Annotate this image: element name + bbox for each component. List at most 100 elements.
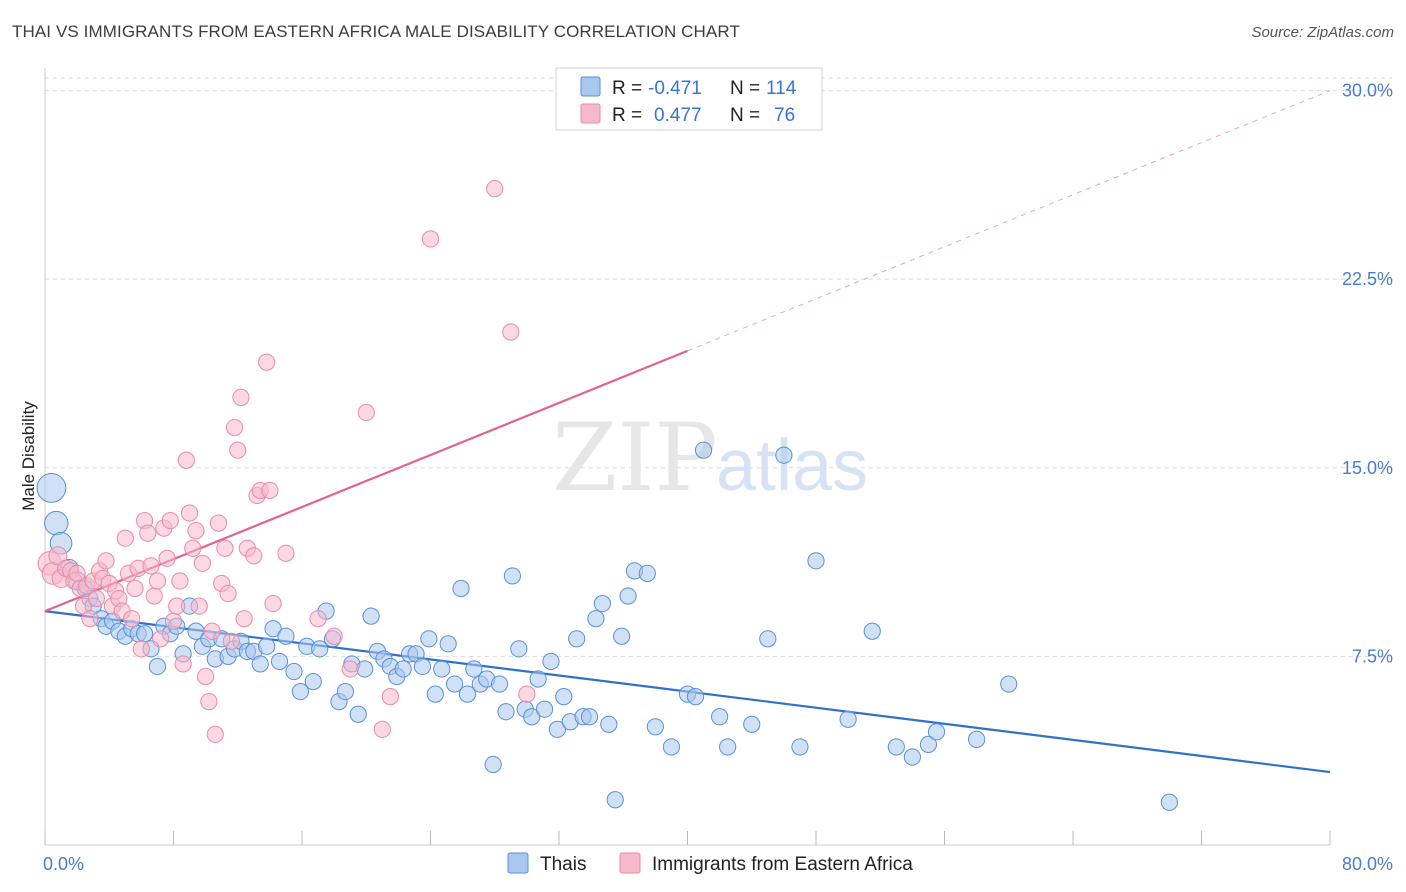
immigrants-point-33: [152, 630, 170, 648]
legend-r-value-0: -0.471: [648, 78, 702, 99]
immigrants-point-68: [309, 610, 327, 628]
thais-point-80: [555, 688, 573, 706]
immigrants-point-46: [193, 554, 212, 572]
immigrants-point-27: [132, 640, 150, 658]
immigrants-point-16: [97, 552, 115, 570]
thais-point-108: [903, 748, 921, 766]
thais-point-105: [839, 710, 857, 728]
legend-label-immigrants: Immigrants from Eastern Africa: [652, 854, 913, 875]
immigrants-point-74: [421, 230, 440, 248]
immigrants-point-61: [245, 547, 263, 565]
thais-point-97: [694, 441, 713, 459]
thais-point-113: [1160, 793, 1178, 811]
axes: [44, 68, 1331, 846]
thais-point-46: [336, 683, 354, 701]
immigrants-point-69: [325, 627, 343, 645]
immigrants-point-49: [203, 622, 221, 640]
thais-point-33: [251, 655, 269, 673]
thais-point-78: [542, 652, 560, 671]
thais-point-101: [759, 630, 777, 648]
thais-point-37: [277, 627, 295, 645]
watermark-atlas: atlas: [716, 426, 868, 506]
thais-point-63: [445, 675, 464, 693]
immigrants-point-73: [381, 688, 399, 706]
legend-r-label-1: R =: [612, 105, 642, 126]
immigrants-point-40: [174, 655, 192, 673]
immigrants-point-13: [87, 589, 106, 608]
x-tick-label-0: 0.0%: [43, 854, 84, 874]
immigrants-point-22: [116, 529, 134, 547]
thais-point-41: [304, 672, 322, 691]
thais-point-36: [270, 652, 289, 671]
y-tick-label-1: 15.0%: [1342, 458, 1393, 478]
watermark: ZIP atlas: [552, 404, 868, 513]
thais-point-112: [1000, 675, 1018, 693]
tick-labels: 7.5% 15.0% 22.5% 30.0% 0.0% 80.0%: [43, 81, 1393, 874]
legend-n-value-1: 76: [774, 105, 795, 126]
legend-label-thais: Thais: [540, 854, 586, 875]
immigrants-point-25: [126, 579, 144, 598]
thais-point-94: [662, 738, 681, 756]
legend-swatch-pink: [580, 103, 601, 124]
thais-point-73: [510, 640, 528, 658]
legend-n-value-0: 114: [766, 78, 797, 99]
thais-point-79: [548, 720, 566, 738]
thais-point-104: [807, 552, 825, 570]
immigrants-point-44: [187, 522, 205, 540]
source-label: Source: ZipAtlas.com: [1251, 24, 1394, 41]
immigrants-point-2: [48, 546, 68, 566]
thais-point-39: [291, 683, 309, 701]
legend-swatch-thais: [507, 852, 529, 874]
thais-point-34: [258, 637, 276, 655]
thais-point-55: [394, 660, 412, 678]
thais-point-66: [465, 660, 483, 678]
immigrants-point-11: [81, 610, 99, 628]
immigrants-point-45: [190, 597, 208, 615]
thais-point-84: [580, 708, 599, 726]
thais-point-109: [919, 735, 938, 754]
immigrants-point-64: [258, 353, 276, 371]
thais-point-87: [600, 715, 618, 733]
legend-n-label-1: N =: [730, 105, 760, 126]
immigrants-point-24: [123, 610, 141, 628]
thais-point-77: [535, 700, 554, 718]
immigrants-point-51: [209, 514, 228, 532]
immigrants-point-29: [139, 524, 157, 542]
thais-point-102: [775, 446, 793, 464]
immigrants-point-67: [277, 544, 295, 562]
immigrants-point-76: [502, 323, 520, 341]
thais-point-85: [587, 610, 605, 628]
thais-point-50: [362, 607, 380, 625]
y-axis-label: Male Disability: [19, 401, 38, 511]
thais-point-89: [613, 627, 631, 645]
thais-point-69: [484, 755, 502, 774]
thais-point-17: [148, 657, 167, 676]
thais-point-90: [619, 587, 637, 605]
thais-point-111: [968, 730, 986, 748]
thais-point-38: [285, 662, 303, 681]
immigrants-point-55: [222, 632, 240, 650]
immigrants-point-53: [216, 539, 234, 557]
legend-swatch-immigrants: [619, 852, 641, 874]
data-points: [36, 180, 1178, 811]
thais-point-42: [311, 640, 329, 658]
immigrants-point-72: [373, 720, 391, 738]
immigrants-point-58: [232, 388, 250, 406]
thais-point-62: [439, 635, 457, 653]
thais-point-103: [791, 738, 809, 756]
immigrants-point-54: [219, 584, 237, 603]
immigrants-point-35: [158, 549, 176, 567]
immigrants-point-75: [486, 180, 504, 198]
thais-point-98: [711, 708, 729, 726]
thais-point-76: [529, 670, 547, 688]
immigrants-point-56: [225, 418, 244, 437]
immigrants-point-42: [180, 504, 199, 522]
chart-title: THAI VS IMMIGRANTS FROM EASTERN AFRICA M…: [12, 22, 740, 41]
immigrants-point-36: [161, 511, 179, 530]
thais-point-86: [593, 594, 611, 613]
thais-point-15: [135, 625, 154, 643]
immigrants-point-37: [164, 612, 183, 630]
immigrants-point-47: [197, 667, 215, 686]
legend-series: Thais Immigrants from Eastern Africa: [507, 852, 913, 875]
